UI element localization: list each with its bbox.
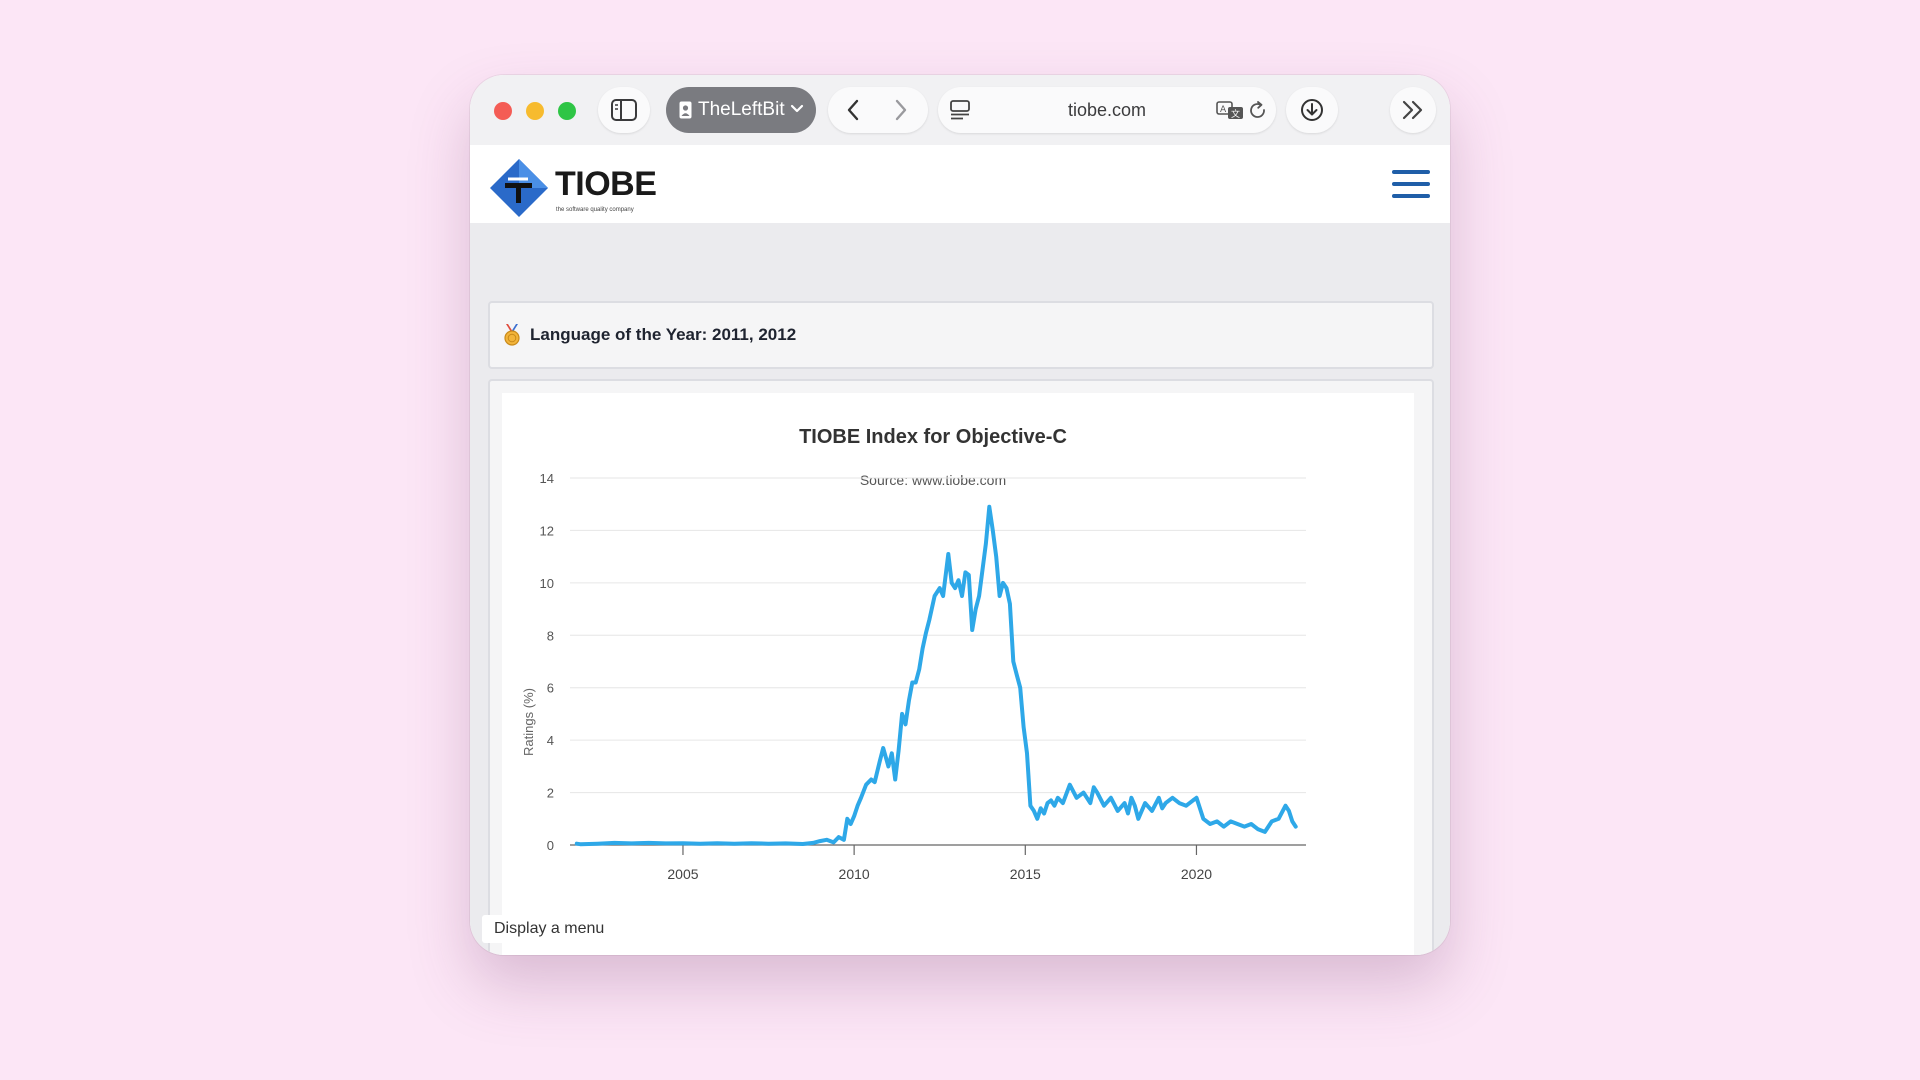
person-badge-icon bbox=[679, 101, 692, 119]
y-tick-label: 14 bbox=[540, 471, 554, 486]
zoom-window-button[interactable] bbox=[558, 102, 576, 120]
y-tick-label: 12 bbox=[540, 523, 554, 538]
sidebar-icon bbox=[611, 99, 637, 121]
svg-text:A: A bbox=[1220, 105, 1227, 115]
address-text: tiobe.com bbox=[1067, 100, 1147, 120]
chart-area: TIOBE Index for Objective-C Source: www.… bbox=[502, 393, 1414, 955]
reload-icon[interactable] bbox=[1248, 101, 1268, 121]
tiobe-logo[interactable]: TIOBE the software quality company bbox=[488, 157, 658, 219]
double-chevron-right-icon bbox=[1402, 100, 1423, 120]
x-tick-label: 2020 bbox=[1181, 866, 1212, 882]
y-axis-label: Ratings (%) bbox=[521, 688, 536, 756]
forward-arrow-icon[interactable] bbox=[893, 99, 909, 121]
chevron-down-icon bbox=[790, 104, 804, 113]
svg-text:文: 文 bbox=[1231, 108, 1240, 120]
language-of-year-banner: Language of the Year: 2011, 2012 bbox=[488, 301, 1434, 369]
profile-name: TheLeftBit bbox=[698, 99, 785, 120]
page-content: Language of the Year: 2011, 2012 TIOBE I… bbox=[470, 223, 1450, 955]
downloads-button[interactable] bbox=[1286, 87, 1338, 133]
navigation-buttons bbox=[828, 87, 928, 133]
x-tick-label: 2015 bbox=[1010, 866, 1041, 882]
tiobe-logo-mark bbox=[490, 159, 548, 217]
medal-icon bbox=[504, 324, 520, 346]
browser-window: TheLeftBit tiobe.com A bbox=[470, 75, 1450, 955]
y-tick-label: 8 bbox=[547, 628, 554, 643]
translate-icon[interactable]: A 文 bbox=[1216, 100, 1244, 120]
logo-text: TIOBE bbox=[555, 165, 657, 203]
y-tick-label: 6 bbox=[547, 681, 554, 696]
award-text: Language of the Year: 2011, 2012 bbox=[530, 325, 797, 344]
x-tick-label: 2005 bbox=[667, 866, 698, 882]
menu-bar-icon bbox=[1392, 182, 1430, 186]
page-menu-icon[interactable] bbox=[950, 100, 970, 120]
sidebar-toggle-button[interactable] bbox=[598, 87, 650, 133]
menu-bar-icon bbox=[1392, 194, 1430, 198]
site-header bbox=[470, 145, 1450, 223]
logo-tagline: the software quality company bbox=[556, 207, 634, 213]
y-tick-label: 10 bbox=[540, 576, 554, 591]
minimize-window-button[interactable] bbox=[526, 102, 544, 120]
menu-bar-icon bbox=[1392, 170, 1430, 174]
chart-title: TIOBE Index for Objective-C bbox=[799, 426, 1067, 448]
series-line-objective-c bbox=[574, 504, 1298, 847]
hamburger-menu-button[interactable] bbox=[1392, 170, 1432, 202]
x-tick-label: 2010 bbox=[839, 866, 870, 882]
close-window-button[interactable] bbox=[494, 102, 512, 120]
chart-subtitle: Source: www.tiobe.com bbox=[860, 472, 1006, 488]
back-arrow-icon[interactable] bbox=[845, 99, 861, 121]
more-tools-button[interactable] bbox=[1390, 87, 1436, 133]
tiobe-chart: TIOBE Index for Objective-C Source: www.… bbox=[521, 426, 1306, 882]
profile-switcher-button[interactable]: TheLeftBit bbox=[666, 87, 816, 133]
y-tick-label: 4 bbox=[547, 733, 554, 748]
tooltip: Display a menu bbox=[482, 915, 617, 943]
download-icon bbox=[1301, 99, 1323, 121]
y-tick-label: 0 bbox=[547, 838, 554, 853]
browser-toolbar: TheLeftBit tiobe.com A bbox=[470, 75, 1450, 146]
y-tick-label: 2 bbox=[547, 786, 554, 801]
address-bar[interactable]: tiobe.com A 文 bbox=[938, 87, 1276, 133]
